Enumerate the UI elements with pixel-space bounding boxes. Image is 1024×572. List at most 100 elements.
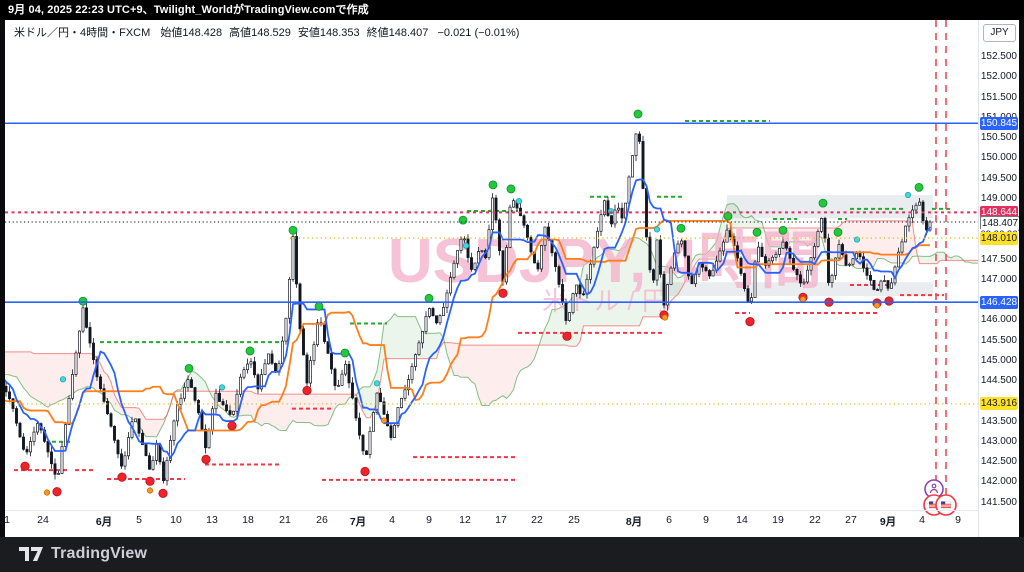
ichimoku-cloud-strip [695, 254, 699, 264]
swing-high-dot [633, 109, 643, 119]
ichimoku-cloud-strip [758, 220, 762, 228]
tradingview-logo[interactable]: TradingView [18, 544, 147, 564]
ichimoku-cloud-strip [258, 394, 262, 426]
price-tick-152.500: 152.500 [980, 51, 1017, 63]
ichimoku-cloud-strip [909, 220, 913, 262]
ichimoku-cloud-strip [272, 394, 276, 428]
ichimoku-cloud-strip [37, 353, 41, 403]
ichimoku-cloud-strip [503, 345, 507, 399]
ichimoku-cloud-strip [608, 249, 612, 326]
ichimoku-cloud-strip [811, 227, 815, 245]
ichimoku-cloud-strip [401, 316, 405, 359]
ichimoku-cloud-strip [247, 391, 251, 416]
ichimoku-cloud-strip [48, 353, 52, 408]
time-tick-22: 22 [809, 514, 821, 526]
ichimoku-cloud-strip [268, 394, 272, 426]
swing-low-dot [117, 472, 127, 482]
ichimoku-cloud-strip [265, 394, 269, 424]
ichimoku-cloud-strip [41, 353, 45, 406]
ichimoku-cloud-strip [632, 237, 636, 326]
ichimoku-cloud-strip [16, 351, 20, 383]
ichimoku-cloud-strip [58, 353, 62, 402]
ichimoku-cloud-strip [527, 345, 531, 367]
time-tick-9: 9 [703, 514, 709, 526]
time-tick-21: 21 [279, 514, 291, 526]
ichimoku-cloud-strip [776, 227, 780, 247]
price-tick-141.500: 141.500 [980, 496, 1017, 508]
price-change: −0.021 (−0.01%) [437, 27, 520, 39]
ichimoku-cloud-strip [331, 394, 335, 417]
ichimoku-cloud-strip [919, 256, 923, 264]
ichimoku-cloud-strip [541, 328, 545, 346]
ichimoku-cloud-strip [492, 345, 496, 402]
swing-high-dot [184, 363, 194, 373]
ichimoku-cloud-strip [615, 249, 619, 326]
ichimoku-cloud-strip [107, 374, 111, 404]
price-tick-147.500: 147.500 [980, 253, 1017, 265]
ichimoku-cloud-strip [482, 345, 486, 406]
time-tick-4: 4 [389, 514, 395, 526]
ichimoku-cloud-strip [622, 247, 626, 326]
price-tick-143.500: 143.500 [980, 415, 1017, 427]
ichimoku-cloud-strip [5, 351, 6, 375]
ichimoku-cloud-strip [601, 251, 605, 326]
legend-ohlc-0: 始値148.428 [160, 27, 223, 39]
ichimoku-cloud-strip [86, 353, 90, 387]
senkou-b-line [5, 220, 978, 420]
ichimoku-cloud-strip [524, 345, 528, 369]
price-tick-151.500: 151.500 [980, 91, 1017, 103]
ichimoku-cloud-strip [156, 419, 160, 437]
swing-high-dot [245, 346, 255, 356]
right-border-strip [1019, 20, 1024, 537]
zone-box-0[interactable] [727, 195, 933, 219]
ichimoku-cloud-strip [849, 220, 853, 267]
ichimoku-cloud-strip [405, 316, 409, 359]
ichimoku-cloud-strip [867, 220, 871, 269]
ichimoku-cloud-strip [142, 413, 146, 437]
swing-high-dot [340, 348, 350, 358]
ichimoku-cloud-strip [611, 249, 615, 326]
minor-low-dot [380, 417, 388, 424]
minor-high-dot [853, 236, 861, 243]
swing-high-dot [488, 180, 498, 190]
ichimoku-cloud-strip [923, 256, 927, 264]
ichimoku-cloud-strip [489, 345, 493, 406]
ichimoku-cloud-strip [34, 353, 38, 401]
ichimoku-cloud-strip [370, 379, 374, 418]
ichimoku-cloud-strip [765, 227, 769, 247]
ichimoku-cloud-strip [342, 394, 346, 405]
ichimoku-cloud-strip [618, 248, 622, 326]
ichimoku-cloud-strip [30, 351, 34, 399]
ichimoku-cloud-strip [51, 353, 55, 405]
time-tick-17: 17 [495, 514, 507, 526]
ichimoku-cloud-strip [699, 254, 703, 260]
symbol-watermark-line2: 米ドル / 円 [542, 286, 668, 316]
price-tick-149.000: 149.000 [980, 192, 1017, 204]
swing-high-dot [778, 225, 788, 235]
ichimoku-cloud-strip [517, 345, 521, 378]
ichimoku-cloud-strip [832, 227, 836, 263]
symbol-legend[interactable]: 米ドル／円・4時間・FXCM 始値148.428 高値148.529 安値148.3… [14, 24, 519, 40]
time-tick-6: 6 [666, 514, 672, 526]
price-tick-142.500: 142.500 [980, 456, 1017, 468]
ichimoku-cloud-strip [947, 256, 951, 261]
price-axis[interactable]: JPY 152.500152.000151.500151.000150.5001… [978, 20, 1020, 537]
left-border-strip [0, 20, 5, 537]
price-tick-145.000: 145.000 [980, 354, 1017, 366]
footer-bar: TradingView [0, 537, 1024, 572]
price-tick-143.000: 143.000 [980, 435, 1017, 447]
price-tick-149.500: 149.500 [980, 172, 1017, 184]
ichimoku-cloud-strip [954, 255, 958, 261]
ichimoku-cloud-strip [702, 254, 706, 260]
event-icon-us-flag-1[interactable] [935, 494, 957, 516]
ichimoku-cloud-strip [275, 394, 279, 431]
ichimoku-cloud-strip [132, 407, 136, 421]
minor-low-dot [43, 489, 51, 496]
ichimoku-cloud-strip [877, 220, 881, 259]
ichimoku-cloud-strip [751, 215, 755, 228]
ichimoku-cloud-strip [279, 394, 283, 431]
swing-low-dot [20, 461, 30, 471]
minor-low-dot [873, 302, 881, 309]
